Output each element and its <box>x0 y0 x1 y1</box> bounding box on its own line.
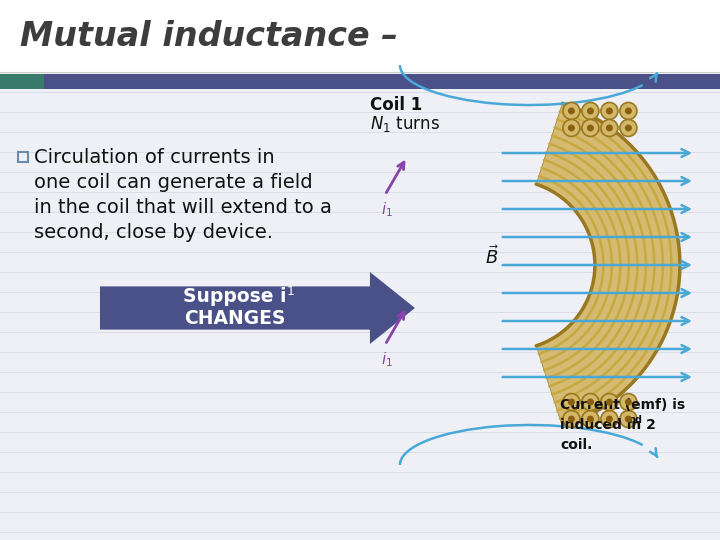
Text: $i_1$: $i_1$ <box>381 200 393 219</box>
Circle shape <box>601 103 618 119</box>
Text: nd: nd <box>628 415 642 425</box>
Circle shape <box>587 399 594 406</box>
Circle shape <box>606 399 613 406</box>
Circle shape <box>582 103 599 119</box>
Polygon shape <box>536 103 680 427</box>
Circle shape <box>582 394 599 410</box>
FancyBboxPatch shape <box>0 89 720 540</box>
Circle shape <box>568 124 575 131</box>
Text: $\vec{B}$: $\vec{B}$ <box>485 246 499 268</box>
Text: Mutual inductance –: Mutual inductance – <box>20 19 398 52</box>
Circle shape <box>620 394 637 410</box>
Text: Suppose i: Suppose i <box>183 287 287 307</box>
Circle shape <box>582 119 599 137</box>
Circle shape <box>601 119 618 137</box>
Circle shape <box>601 394 618 410</box>
Circle shape <box>625 107 632 114</box>
Circle shape <box>587 107 594 114</box>
Text: $N_1$ turns: $N_1$ turns <box>370 114 440 134</box>
Text: Coil 1: Coil 1 <box>370 96 422 114</box>
Circle shape <box>568 107 575 114</box>
Circle shape <box>620 119 637 137</box>
Text: Circulation of currents in: Circulation of currents in <box>34 147 274 166</box>
Circle shape <box>601 410 618 428</box>
Circle shape <box>620 103 637 119</box>
Circle shape <box>625 124 632 131</box>
Circle shape <box>563 394 580 410</box>
Text: induced in 2: induced in 2 <box>560 418 656 432</box>
Text: 1: 1 <box>287 286 294 299</box>
Circle shape <box>563 119 580 137</box>
Circle shape <box>606 107 613 114</box>
FancyBboxPatch shape <box>0 74 44 89</box>
Circle shape <box>606 124 613 131</box>
Text: CHANGES: CHANGES <box>184 309 286 328</box>
Circle shape <box>563 103 580 119</box>
Circle shape <box>587 416 594 422</box>
Text: $i_1$: $i_1$ <box>381 350 393 369</box>
Text: one coil can generate a field: one coil can generate a field <box>34 172 312 192</box>
Circle shape <box>620 410 637 428</box>
Circle shape <box>625 416 632 422</box>
Circle shape <box>625 399 632 406</box>
Text: second, close by device.: second, close by device. <box>34 222 273 241</box>
FancyBboxPatch shape <box>44 74 720 89</box>
Circle shape <box>582 410 599 428</box>
Circle shape <box>568 416 575 422</box>
Circle shape <box>587 124 594 131</box>
Text: Current (emf) is: Current (emf) is <box>560 398 685 412</box>
Circle shape <box>568 399 575 406</box>
Circle shape <box>606 416 613 422</box>
Text: in the coil that will extend to a: in the coil that will extend to a <box>34 198 332 217</box>
Circle shape <box>563 410 580 428</box>
FancyBboxPatch shape <box>0 0 720 72</box>
Polygon shape <box>100 272 415 344</box>
Text: coil.: coil. <box>560 438 593 452</box>
